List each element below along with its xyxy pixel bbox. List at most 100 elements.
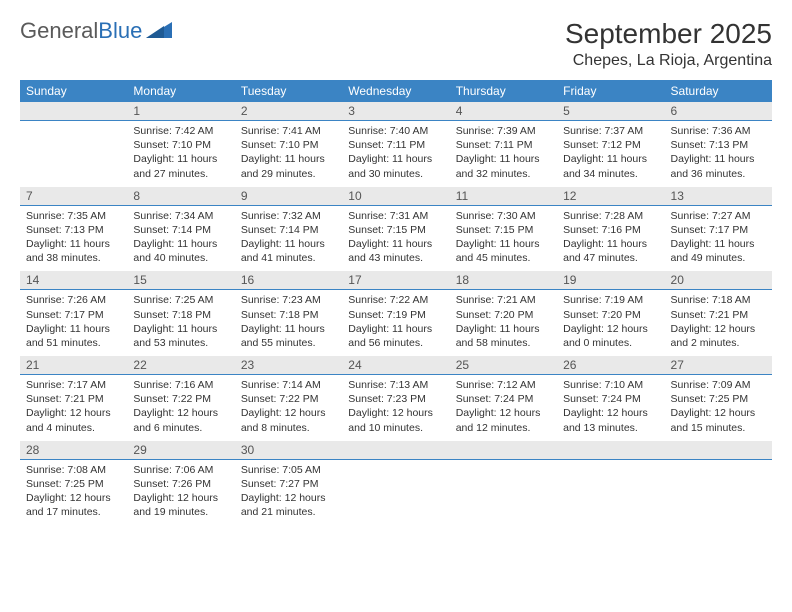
- day-number: [665, 441, 772, 460]
- logo-word1: General: [20, 18, 98, 43]
- daylight-line: Daylight: 11 hours and 32 minutes.: [456, 152, 551, 180]
- sunrise-line: Sunrise: 7:36 AM: [671, 124, 766, 138]
- sunrise-line: Sunrise: 7:25 AM: [133, 293, 228, 307]
- day-number: 28: [20, 441, 127, 460]
- daylight-line: Daylight: 12 hours and 2 minutes.: [671, 322, 766, 350]
- cell-content: Sunrise: 7:30 AMSunset: 7:15 PMDaylight:…: [456, 209, 551, 266]
- day-number: 4: [450, 102, 557, 121]
- calendar-cell: Sunrise: 7:42 AMSunset: 7:10 PMDaylight:…: [127, 121, 234, 187]
- day-number: 19: [557, 271, 664, 290]
- sunset-line: Sunset: 7:22 PM: [241, 392, 336, 406]
- dow-mon: Monday: [127, 80, 234, 102]
- daylight-line: Daylight: 11 hours and 40 minutes.: [133, 237, 228, 265]
- calendar-row: Sunrise: 7:26 AMSunset: 7:17 PMDaylight:…: [20, 290, 772, 356]
- daylight-line: Daylight: 11 hours and 41 minutes.: [241, 237, 336, 265]
- day-number: 15: [127, 271, 234, 290]
- calendar-row: Sunrise: 7:42 AMSunset: 7:10 PMDaylight:…: [20, 121, 772, 187]
- cell-content: Sunrise: 7:31 AMSunset: 7:15 PMDaylight:…: [348, 209, 443, 266]
- day-number: 29: [127, 441, 234, 460]
- calendar-cell: Sunrise: 7:34 AMSunset: 7:14 PMDaylight:…: [127, 205, 234, 271]
- daylight-line: Daylight: 12 hours and 0 minutes.: [563, 322, 658, 350]
- triangle-icon: [146, 20, 172, 43]
- daylight-line: Daylight: 11 hours and 30 minutes.: [348, 152, 443, 180]
- day-number: 14: [20, 271, 127, 290]
- calendar-cell: Sunrise: 7:08 AMSunset: 7:25 PMDaylight:…: [20, 459, 127, 525]
- daylight-line: Daylight: 11 hours and 36 minutes.: [671, 152, 766, 180]
- daylight-line: Daylight: 11 hours and 34 minutes.: [563, 152, 658, 180]
- day-number: [20, 102, 127, 121]
- calendar-cell: Sunrise: 7:35 AMSunset: 7:13 PMDaylight:…: [20, 205, 127, 271]
- cell-content: Sunrise: 7:06 AMSunset: 7:26 PMDaylight:…: [133, 463, 228, 520]
- calendar-cell: Sunrise: 7:17 AMSunset: 7:21 PMDaylight:…: [20, 375, 127, 441]
- daylight-line: Daylight: 12 hours and 12 minutes.: [456, 406, 551, 434]
- calendar-row: Sunrise: 7:35 AMSunset: 7:13 PMDaylight:…: [20, 205, 772, 271]
- cell-content: Sunrise: 7:22 AMSunset: 7:19 PMDaylight:…: [348, 293, 443, 350]
- cell-content: Sunrise: 7:05 AMSunset: 7:27 PMDaylight:…: [241, 463, 336, 520]
- calendar-cell: Sunrise: 7:21 AMSunset: 7:20 PMDaylight:…: [450, 290, 557, 356]
- sunrise-line: Sunrise: 7:13 AM: [348, 378, 443, 392]
- sunset-line: Sunset: 7:17 PM: [26, 308, 121, 322]
- day-number: 13: [665, 187, 772, 206]
- sunset-line: Sunset: 7:24 PM: [563, 392, 658, 406]
- daylight-line: Daylight: 12 hours and 13 minutes.: [563, 406, 658, 434]
- sunrise-line: Sunrise: 7:18 AM: [671, 293, 766, 307]
- sunset-line: Sunset: 7:10 PM: [133, 138, 228, 152]
- logo-text: GeneralBlue: [20, 18, 142, 44]
- sunrise-line: Sunrise: 7:34 AM: [133, 209, 228, 223]
- dow-row: Sunday Monday Tuesday Wednesday Thursday…: [20, 80, 772, 102]
- calendar-cell: Sunrise: 7:13 AMSunset: 7:23 PMDaylight:…: [342, 375, 449, 441]
- sunset-line: Sunset: 7:20 PM: [563, 308, 658, 322]
- calendar-cell: [450, 459, 557, 525]
- day-number: 30: [235, 441, 342, 460]
- day-number: 10: [342, 187, 449, 206]
- calendar-cell: Sunrise: 7:26 AMSunset: 7:17 PMDaylight:…: [20, 290, 127, 356]
- cell-content: Sunrise: 7:13 AMSunset: 7:23 PMDaylight:…: [348, 378, 443, 435]
- day-number: 16: [235, 271, 342, 290]
- cell-content: Sunrise: 7:10 AMSunset: 7:24 PMDaylight:…: [563, 378, 658, 435]
- sunrise-line: Sunrise: 7:30 AM: [456, 209, 551, 223]
- calendar-cell: Sunrise: 7:25 AMSunset: 7:18 PMDaylight:…: [127, 290, 234, 356]
- sunset-line: Sunset: 7:13 PM: [671, 138, 766, 152]
- sunrise-line: Sunrise: 7:28 AM: [563, 209, 658, 223]
- sunset-line: Sunset: 7:21 PM: [671, 308, 766, 322]
- sunset-line: Sunset: 7:25 PM: [671, 392, 766, 406]
- day-number: 23: [235, 356, 342, 375]
- sunrise-line: Sunrise: 7:12 AM: [456, 378, 551, 392]
- sunrise-line: Sunrise: 7:41 AM: [241, 124, 336, 138]
- day-number: 24: [342, 356, 449, 375]
- cell-content: Sunrise: 7:27 AMSunset: 7:17 PMDaylight:…: [671, 209, 766, 266]
- sunrise-line: Sunrise: 7:14 AM: [241, 378, 336, 392]
- cell-content: Sunrise: 7:18 AMSunset: 7:21 PMDaylight:…: [671, 293, 766, 350]
- cell-content: Sunrise: 7:26 AMSunset: 7:17 PMDaylight:…: [26, 293, 121, 350]
- daylight-line: Daylight: 12 hours and 19 minutes.: [133, 491, 228, 519]
- daynum-row: 14151617181920: [20, 271, 772, 290]
- day-number: 7: [20, 187, 127, 206]
- sunrise-line: Sunrise: 7:17 AM: [26, 378, 121, 392]
- cell-content: Sunrise: 7:35 AMSunset: 7:13 PMDaylight:…: [26, 209, 121, 266]
- calendar-cell: Sunrise: 7:18 AMSunset: 7:21 PMDaylight:…: [665, 290, 772, 356]
- dow-tue: Tuesday: [235, 80, 342, 102]
- calendar-cell: Sunrise: 7:09 AMSunset: 7:25 PMDaylight:…: [665, 375, 772, 441]
- daylight-line: Daylight: 11 hours and 51 minutes.: [26, 322, 121, 350]
- daynum-row: 123456: [20, 102, 772, 121]
- sunset-line: Sunset: 7:13 PM: [26, 223, 121, 237]
- sunset-line: Sunset: 7:11 PM: [456, 138, 551, 152]
- daynum-row: 78910111213: [20, 187, 772, 206]
- day-number: 11: [450, 187, 557, 206]
- sunset-line: Sunset: 7:19 PM: [348, 308, 443, 322]
- sunrise-line: Sunrise: 7:19 AM: [563, 293, 658, 307]
- day-number: 5: [557, 102, 664, 121]
- cell-content: Sunrise: 7:17 AMSunset: 7:21 PMDaylight:…: [26, 378, 121, 435]
- title-block: September 2025 Chepes, La Rioja, Argenti…: [565, 18, 772, 70]
- cell-content: Sunrise: 7:28 AMSunset: 7:16 PMDaylight:…: [563, 209, 658, 266]
- sunrise-line: Sunrise: 7:26 AM: [26, 293, 121, 307]
- day-number: 17: [342, 271, 449, 290]
- sunset-line: Sunset: 7:16 PM: [563, 223, 658, 237]
- calendar-cell: Sunrise: 7:05 AMSunset: 7:27 PMDaylight:…: [235, 459, 342, 525]
- calendar-cell: Sunrise: 7:37 AMSunset: 7:12 PMDaylight:…: [557, 121, 664, 187]
- sunset-line: Sunset: 7:25 PM: [26, 477, 121, 491]
- day-number: 2: [235, 102, 342, 121]
- sunrise-line: Sunrise: 7:27 AM: [671, 209, 766, 223]
- cell-content: Sunrise: 7:39 AMSunset: 7:11 PMDaylight:…: [456, 124, 551, 181]
- cell-content: Sunrise: 7:21 AMSunset: 7:20 PMDaylight:…: [456, 293, 551, 350]
